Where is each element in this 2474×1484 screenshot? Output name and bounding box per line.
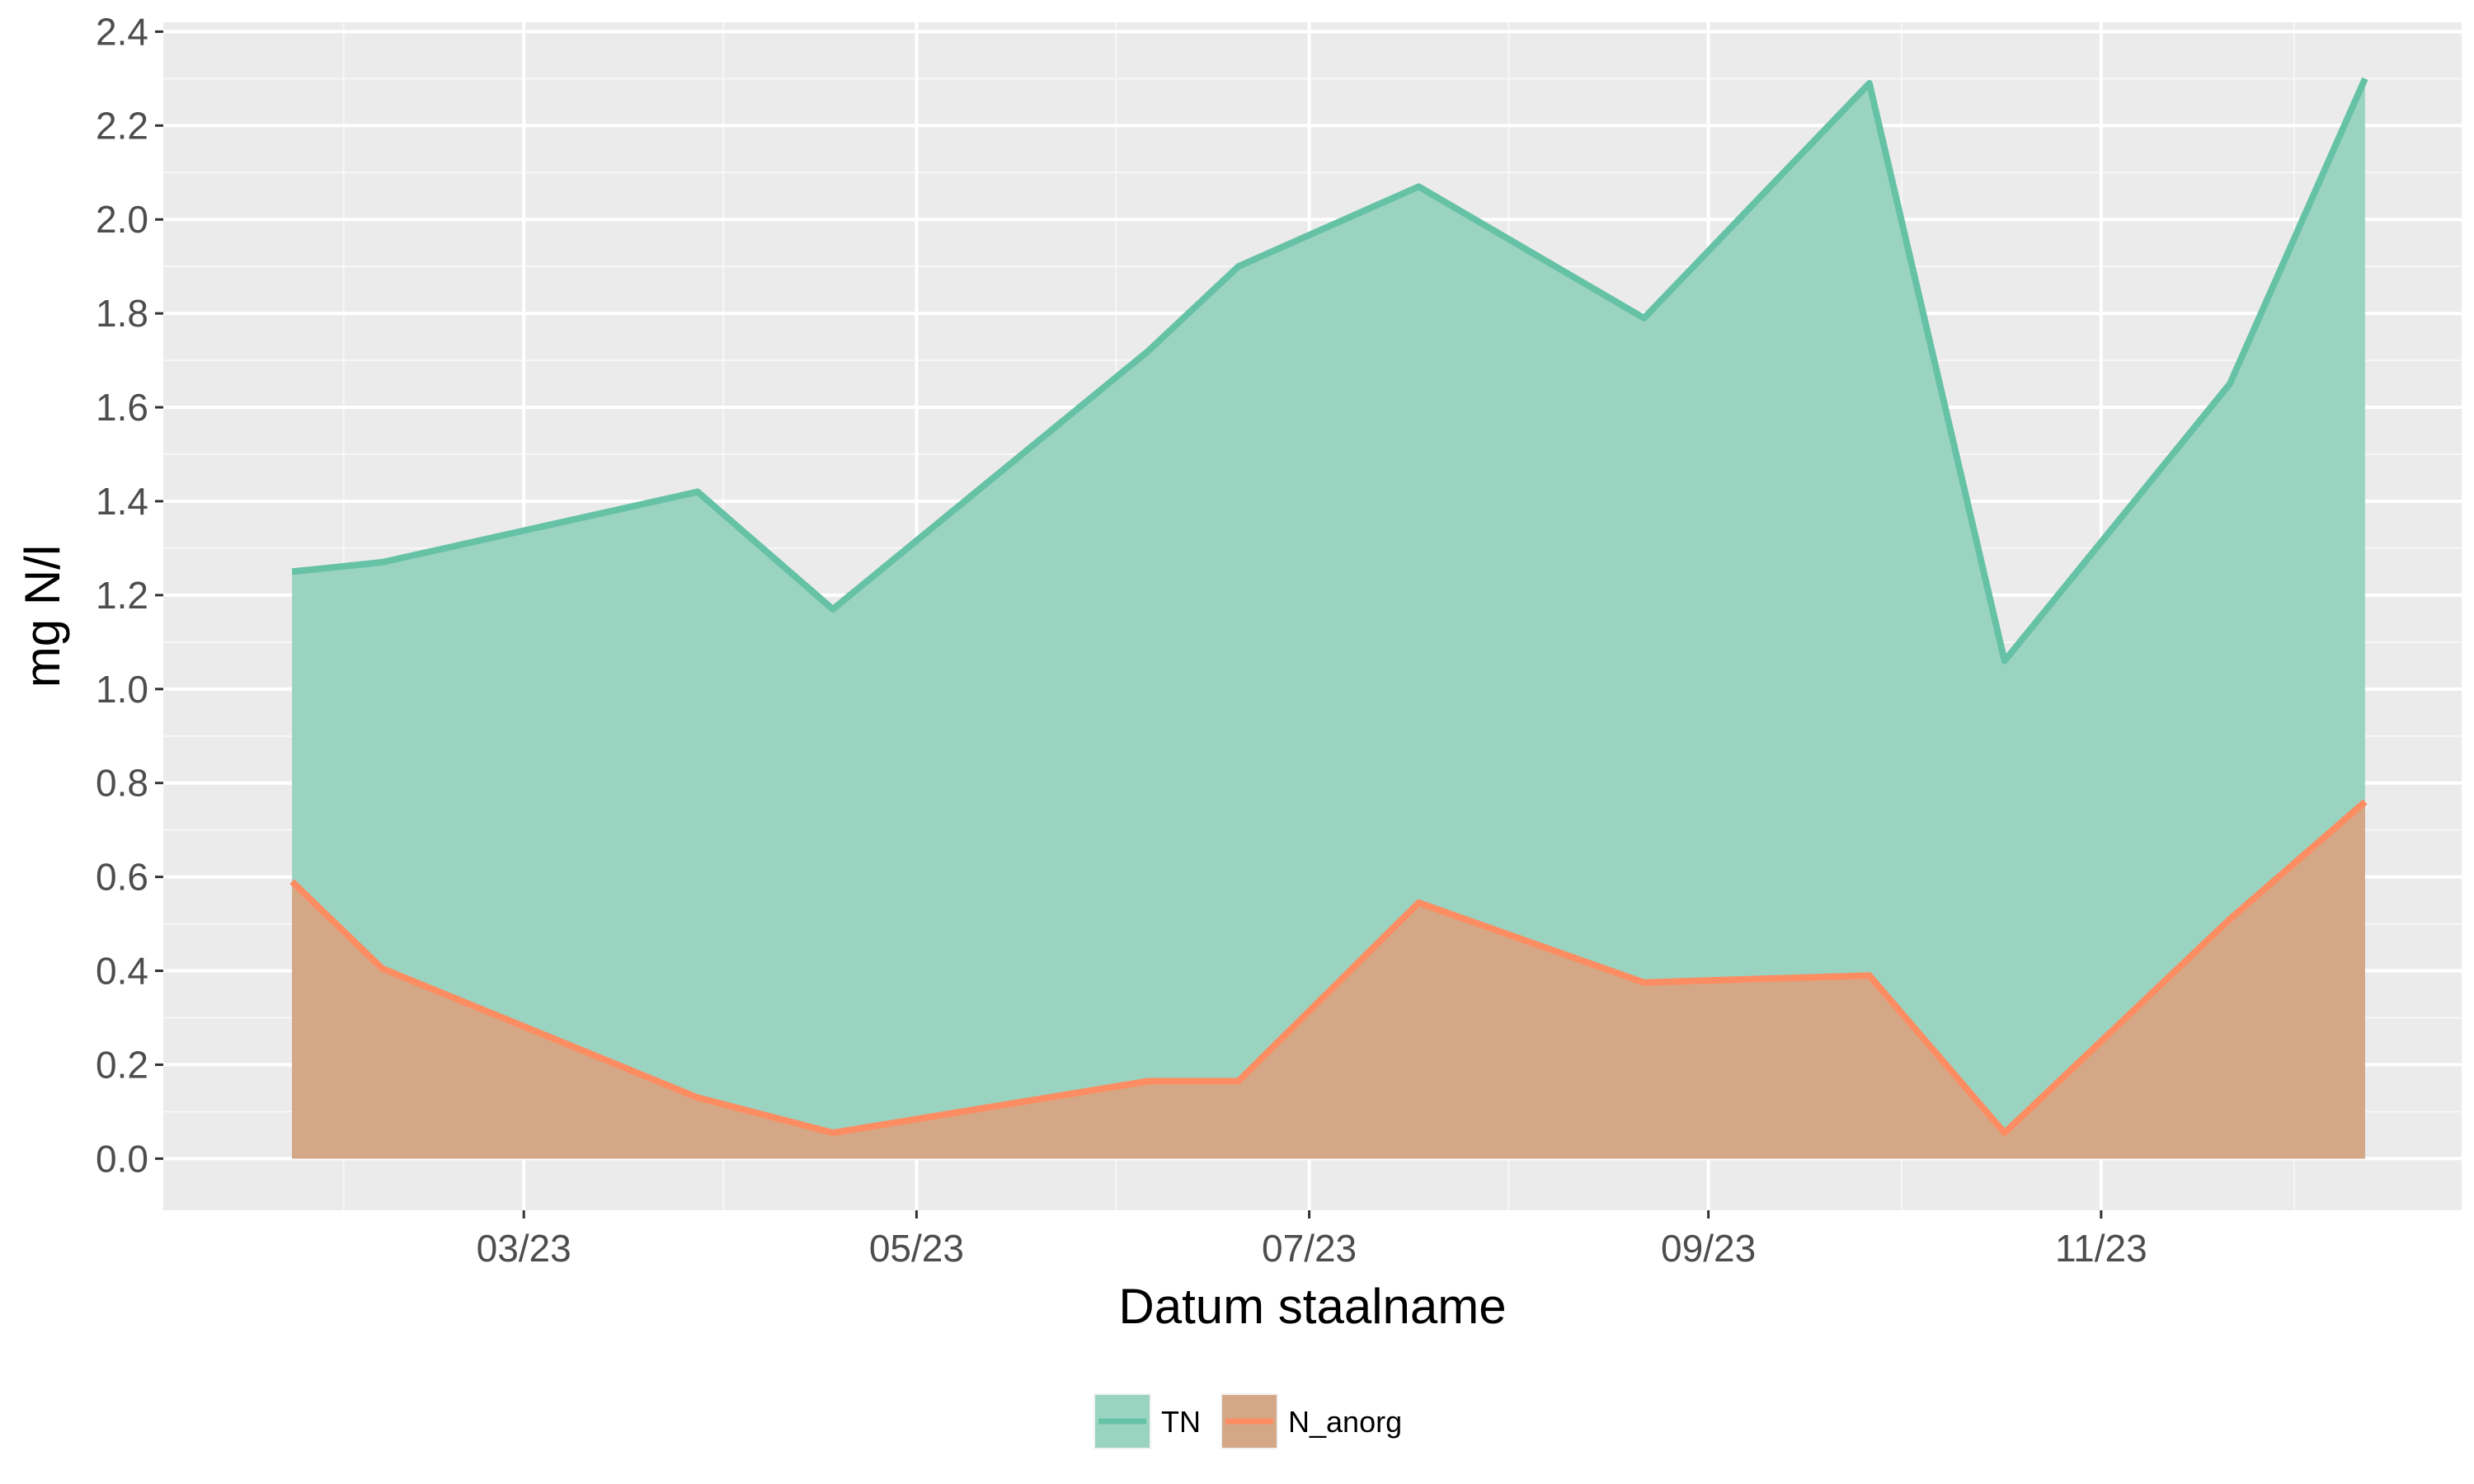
y-tick-label: 1.2 — [96, 574, 148, 617]
y-tick-label: 1.0 — [96, 668, 148, 711]
y-axis: 0.0 0.2 0.4 0.6 0.8 1.0 1.2 1.4 1.6 1.8 2.0 2.2 2.4 — [96, 10, 163, 1180]
y-tick-label: 0.2 — [96, 1043, 148, 1086]
data-point-n-anorg — [2004, 1133, 2005, 1134]
x-tick-label: 09/23 — [1661, 1227, 1756, 1270]
area-tn — [292, 78, 2365, 1159]
y-tick-label: 1.8 — [96, 292, 148, 335]
data-point-tn — [2004, 660, 2005, 661]
y-tick-label: 0.0 — [96, 1137, 148, 1180]
data-point-n-anorg — [832, 1133, 833, 1134]
line-n-anorg — [289, 799, 2368, 1137]
y-axis-title: mg N/l — [15, 545, 70, 688]
data-point-tn — [832, 608, 833, 609]
data-point-n-anorg — [1418, 902, 1419, 903]
area-n-anorg — [292, 801, 2365, 1159]
data-point-tn — [1148, 350, 1149, 351]
x-tick-label: 11/23 — [2055, 1227, 2147, 1270]
data-point-tn — [697, 491, 698, 492]
y-tick-label: 0.8 — [96, 762, 148, 805]
x-tick-label: 05/23 — [869, 1227, 964, 1270]
data-point-tn — [2229, 383, 2230, 384]
y-tick-label: 2.0 — [96, 198, 148, 241]
data-point-tn — [292, 571, 293, 572]
data-point-tn — [1238, 266, 1239, 267]
data-point-n-anorg — [1869, 975, 1870, 976]
legend: TN N_anorg — [1094, 1393, 1402, 1449]
data-point-n-anorg — [697, 1097, 698, 1098]
line-layer — [289, 77, 2368, 1137]
data-point-n-anorg — [1148, 1081, 1149, 1082]
area-layer — [292, 78, 2365, 1159]
x-axis-title: Datum staalname — [1118, 1279, 1506, 1334]
data-point-tn — [1418, 186, 1419, 187]
y-tick-label: 2.4 — [96, 10, 148, 53]
y-tick-label: 0.4 — [96, 950, 148, 993]
data-point-n-anorg — [2364, 801, 2365, 802]
data-point-tn — [1869, 83, 1870, 84]
y-tick-label: 2.2 — [96, 104, 148, 147]
data-point-n-anorg — [1238, 1081, 1239, 1082]
data-point-n-anorg — [382, 968, 383, 969]
line-tn — [291, 77, 2368, 665]
legend-label-tn: TN — [1161, 1405, 1201, 1439]
data-point-tn — [382, 562, 383, 563]
data-point-tn — [2364, 78, 2365, 79]
data-point-n-anorg — [2229, 918, 2230, 919]
y-tick-label: 1.4 — [96, 480, 148, 523]
legend-label-n-anorg: N_anorg — [1288, 1405, 1402, 1439]
y-tick-label: 1.6 — [96, 386, 148, 429]
x-axis: 03/23 05/23 07/23 09/23 11/23 — [477, 1210, 2147, 1270]
x-tick-label: 03/23 — [477, 1227, 571, 1270]
x-tick-label: 07/23 — [1262, 1227, 1357, 1270]
data-point-n-anorg — [292, 881, 293, 882]
y-tick-label: 0.6 — [96, 856, 148, 899]
